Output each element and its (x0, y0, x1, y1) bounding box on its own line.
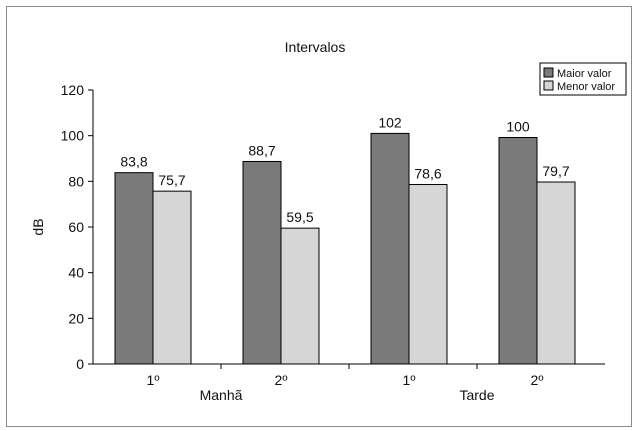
legend-label: Maior valor (557, 68, 612, 80)
bar (498, 136, 538, 365)
legend-swatch (543, 67, 554, 78)
x-tick-label: 2º (531, 372, 544, 388)
y-tick-label: 0 (76, 356, 84, 372)
data-label: 59,5 (286, 209, 313, 225)
bar (370, 132, 410, 365)
data-label: 100 (506, 118, 530, 134)
legend-swatch (543, 80, 554, 91)
bar (152, 190, 192, 365)
x-tick-label: 1º (147, 372, 160, 388)
data-label: 83,8 (120, 154, 147, 170)
data-label: 88,7 (248, 142, 275, 158)
y-axis-label: dB (30, 218, 46, 235)
y-tick-label: 100 (61, 128, 85, 144)
data-label: 79,7 (542, 163, 569, 179)
data-label: 102 (378, 114, 402, 130)
bar (536, 181, 576, 365)
x-tick-label: 1º (403, 372, 416, 388)
y-tick-label: 20 (68, 310, 84, 326)
x-tick-label: 2º (275, 372, 288, 388)
legend-label: Menor valor (557, 81, 615, 93)
y-tick-label: 40 (68, 265, 84, 281)
bar (408, 184, 448, 365)
bar (280, 227, 320, 365)
bar (114, 172, 154, 365)
y-tick-label: 60 (68, 219, 84, 235)
bar (242, 160, 282, 365)
y-tick-label: 80 (68, 173, 84, 189)
legend-box (539, 62, 627, 96)
bars (114, 132, 576, 365)
data-label: 78,6 (414, 166, 441, 182)
y-tick-label: 120 (61, 82, 85, 98)
group-label: Tarde (459, 387, 494, 403)
data-label: 75,7 (158, 172, 185, 188)
group-label: Manhã (200, 387, 243, 403)
chart-title: Intervalos (285, 39, 346, 55)
data-labels: 83,8 75,7 88,7 59,5 102 78,6 100 79,7 (120, 114, 569, 225)
